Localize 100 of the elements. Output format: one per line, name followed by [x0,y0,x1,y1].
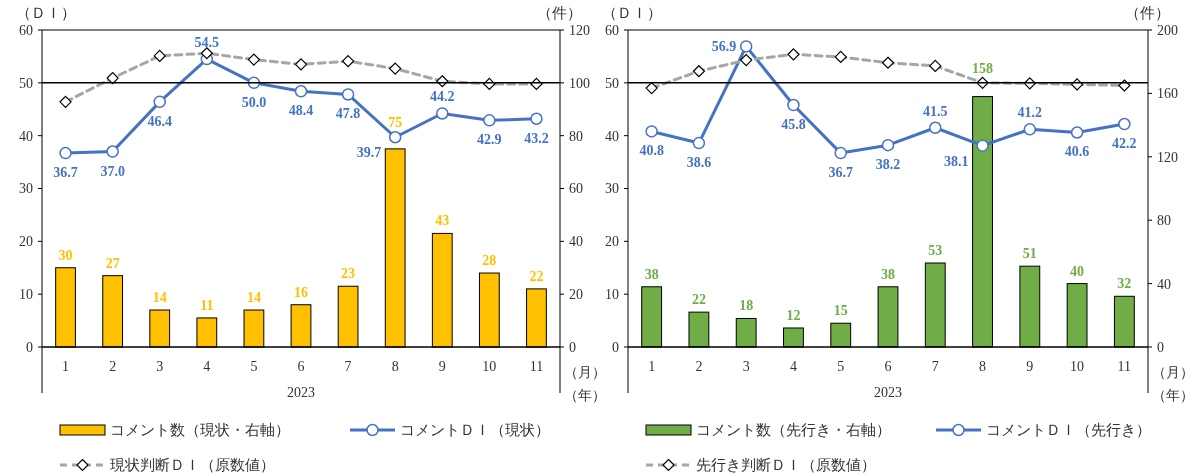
data-label: 44.2 [430,89,455,105]
y-tick-label: 40 [19,128,33,144]
y2-tick-label: 80 [1157,213,1171,229]
legend-label: コメント数（現状・右軸） [110,422,290,439]
point [929,121,942,134]
legend-label: コメント数（先行き・右軸） [696,422,891,439]
point [739,40,753,53]
y2-tick-label: 40 [569,234,583,250]
point [787,98,800,112]
data-label: 23 [341,266,356,282]
data-label: 14 [152,290,167,306]
y-tick-label: 30 [19,181,33,197]
data-label: 42.2 [1112,136,1137,152]
y-axis-title: （ＤＩ） [16,5,76,21]
y2-axis-title: （件） [1125,5,1170,21]
x-axis-title: 2023 [874,385,902,400]
y-tick-label: 50 [19,75,33,91]
point [483,114,496,127]
data-label: 53 [928,242,943,258]
data-label: 38 [881,266,895,282]
point [294,85,308,98]
data-label: 43 [435,213,450,229]
x-tick-label: 9 [1026,359,1034,374]
x-tick-label: 7 [344,359,352,374]
point [436,107,449,120]
x-tick-label: 6 [297,359,305,374]
data-label: 43.2 [524,130,549,146]
x-tick-label: 5 [837,359,845,374]
x-tick-label: 1 [648,359,656,374]
y-tick-label: 10 [605,287,619,303]
data-label: 39.7 [356,145,382,161]
y2-tick-label: 160 [1157,86,1178,102]
data-label: 36.7 [828,165,853,181]
y-tick-label: 40 [605,128,619,144]
y-tick-label: 0 [612,339,619,355]
data-label: 32 [1117,276,1132,292]
y-tick-label: 30 [605,181,619,197]
data-label: 75 [388,115,403,131]
x-tick-label: 6 [884,359,892,374]
y-tick-label: 60 [19,22,33,38]
y2-tick-label: 0 [569,339,576,355]
point [153,95,166,109]
x-tick-label: 10 [1070,359,1085,374]
text: （年） [1152,388,1194,403]
y2-tick-label: 80 [569,128,583,144]
x-tick-label: 11 [1117,359,1132,374]
text: （年） [564,388,606,403]
x-tick-label: 5 [250,359,258,374]
x-tick-label: 2 [109,359,117,374]
data-label: 42.9 [477,132,502,148]
data-label: 14 [246,290,261,306]
data-label: 51 [1022,246,1037,262]
y-axis-title: （ＤＩ） [602,5,662,21]
data-label: 38 [644,266,659,282]
y-tick-label: 50 [605,75,619,91]
point [881,138,895,152]
point [692,136,706,150]
point [834,146,847,160]
data-label: 40.6 [1064,144,1090,160]
x-tick-label: 4 [789,359,797,374]
data-label: 16 [294,284,308,300]
data-label: 54.5 [194,35,220,51]
data-label: 18 [739,298,754,314]
y2-tick-label: 120 [1157,149,1178,165]
data-label: 38.2 [875,157,901,173]
legend-label: 先行き判断ＤＩ（原数値） [696,457,876,474]
data-label: 46.4 [147,113,172,129]
y-tick-label: 10 [19,287,33,303]
y2-tick-label: 40 [1157,276,1171,292]
data-label: 27 [105,255,120,271]
y2-axis-title: （件） [537,5,582,21]
y2-tick-label: 20 [569,287,583,303]
text: （月） [1152,365,1194,380]
x-tick-label: 10 [482,359,497,374]
y2-tick-label: 200 [1157,22,1178,38]
data-label: 40.8 [639,143,664,159]
point [59,146,72,160]
point [1070,126,1084,139]
x-tick-label: 8 [391,359,399,374]
data-label: 41.2 [1017,105,1043,121]
x-axis-title: 2023 [287,385,315,400]
data-label: 22 [691,292,706,308]
data-label: 158 [972,60,994,76]
data-label: 36.7 [53,165,78,181]
data-label: 15 [833,303,848,319]
y2-tick-label: 120 [569,22,590,38]
x-tick-label: 1 [62,359,70,374]
x-tick-label: 3 [742,359,750,374]
data-label: 41.5 [923,103,948,119]
point [530,112,543,126]
data-label: 37.0 [100,163,125,179]
data-label: 48.4 [288,103,314,119]
x-tick-label: 3 [156,359,164,374]
y-tick-label: 20 [605,234,619,250]
point [388,131,402,144]
data-label: 22 [529,268,544,284]
point [645,125,658,138]
data-label: 47.8 [335,106,361,122]
x-tick-label: 8 [979,359,987,374]
data-label: 40 [1070,263,1085,279]
